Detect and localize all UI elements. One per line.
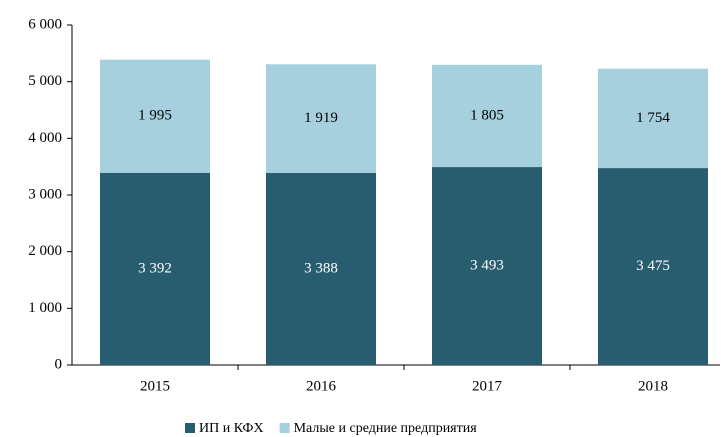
bar-segment (598, 168, 708, 365)
y-tick-label: 4 000 (28, 130, 62, 146)
bar-segment (432, 167, 542, 365)
x-tick-label: 2016 (306, 378, 337, 394)
bar-segment (266, 173, 376, 365)
legend-label: ИП и КФХ (199, 421, 264, 436)
y-tick-label: 6 000 (28, 16, 62, 32)
value-label: 3 388 (304, 260, 338, 276)
y-tick-label: 1 000 (28, 300, 62, 316)
x-tick-label: 2018 (638, 378, 668, 394)
legend-label: Малые и средние предприятия (294, 421, 478, 436)
bar-segment (432, 64, 542, 168)
y-tick-label: 2 000 (28, 243, 62, 259)
bar-segment (100, 59, 210, 173)
x-tick-label: 2015 (140, 378, 170, 394)
value-label: 3 493 (470, 257, 504, 273)
y-tick-label: 0 (55, 356, 63, 372)
value-label: 1 995 (138, 108, 172, 124)
legend-swatch (185, 423, 195, 433)
x-tick-label: 2017 (472, 378, 503, 394)
y-tick-label: 5 000 (28, 73, 62, 89)
bar-segment (266, 64, 376, 174)
bar-segment (598, 68, 708, 169)
y-tick-label: 3 000 (28, 186, 62, 202)
value-label: 1 919 (304, 110, 338, 126)
value-label: 1 754 (636, 110, 670, 126)
legend-swatch (279, 423, 290, 433)
value-label: 1 805 (470, 107, 504, 123)
value-label: 3 392 (138, 260, 172, 276)
value-label: 3 475 (636, 258, 670, 274)
bar-segment (100, 172, 210, 365)
